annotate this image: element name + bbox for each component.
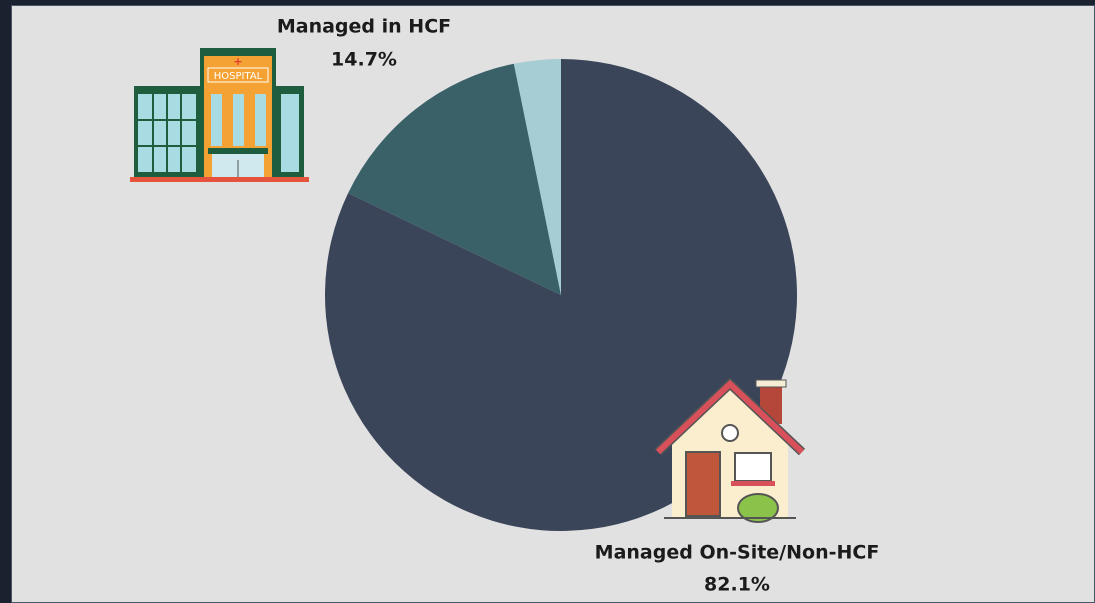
svg-text:+: + <box>233 55 242 68</box>
value-label: 82.1% <box>704 574 770 596</box>
hospital-icon: + HOSPITAL <box>130 48 309 182</box>
page: + HOSPITAL Managed On-Site/Non-HCF 82.1% M… <box>0 0 1095 603</box>
value-label: 14.7% <box>331 49 397 71</box>
chart: + HOSPITAL Managed On-Site/Non-HCF 82.1% M… <box>0 0 1095 603</box>
hospital-sign: HOSPITAL <box>214 71 263 82</box>
slice-label: Managed On-Site/Non-HCF <box>595 542 880 564</box>
slice-label: Managed in HCF <box>277 16 451 38</box>
